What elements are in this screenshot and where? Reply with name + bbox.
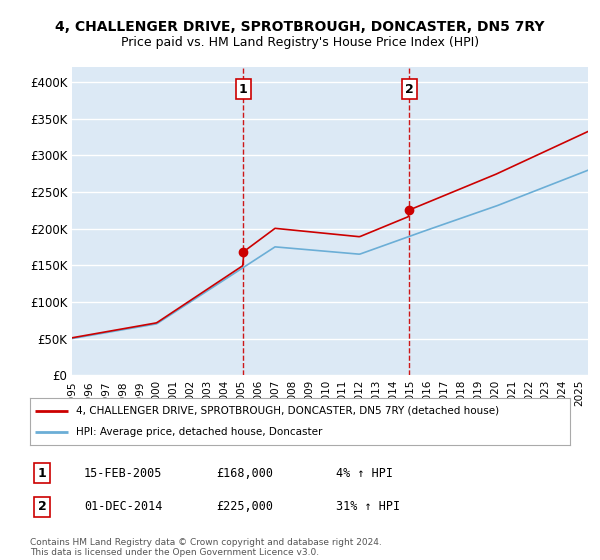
Text: HPI: Average price, detached house, Doncaster: HPI: Average price, detached house, Donc… [76,427,322,437]
Text: Contains HM Land Registry data © Crown copyright and database right 2024.
This d: Contains HM Land Registry data © Crown c… [30,538,382,557]
Text: 31% ↑ HPI: 31% ↑ HPI [336,500,400,514]
Text: 4, CHALLENGER DRIVE, SPROTBROUGH, DONCASTER, DN5 7RY (detached house): 4, CHALLENGER DRIVE, SPROTBROUGH, DONCAS… [76,406,499,416]
Text: 2: 2 [404,82,413,96]
Text: 4, CHALLENGER DRIVE, SPROTBROUGH, DONCASTER, DN5 7RY: 4, CHALLENGER DRIVE, SPROTBROUGH, DONCAS… [55,20,545,34]
Text: 01-DEC-2014: 01-DEC-2014 [84,500,163,514]
Text: 1: 1 [38,466,46,480]
Text: £225,000: £225,000 [216,500,273,514]
Text: 1: 1 [239,82,248,96]
Text: 4% ↑ HPI: 4% ↑ HPI [336,466,393,480]
Text: 2: 2 [38,500,46,514]
Text: 15-FEB-2005: 15-FEB-2005 [84,466,163,480]
Text: Price paid vs. HM Land Registry's House Price Index (HPI): Price paid vs. HM Land Registry's House … [121,36,479,49]
Text: £168,000: £168,000 [216,466,273,480]
